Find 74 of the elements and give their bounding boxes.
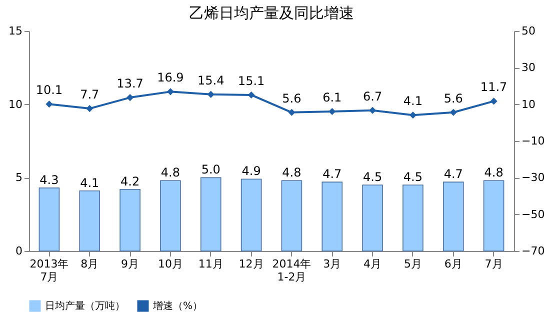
x-tick-label: 9月 <box>121 258 140 270</box>
bar <box>281 180 302 252</box>
data-label: 4.7 <box>444 167 463 182</box>
bar <box>160 180 181 252</box>
data-label: 4.3 <box>40 172 59 187</box>
y-tick-label: 5 <box>16 171 22 184</box>
point <box>46 100 53 108</box>
point <box>409 112 416 119</box>
data-label: 13.7 <box>116 76 144 91</box>
data-label: 5.6 <box>444 91 463 106</box>
point <box>166 88 174 96</box>
bar <box>38 188 60 252</box>
y2-tick-label: 10 <box>522 98 536 111</box>
x-tick-label: 8月 <box>80 258 99 270</box>
bar <box>483 180 504 252</box>
data-label: 4.1 <box>80 176 100 190</box>
data-label: 5.6 <box>282 91 302 106</box>
x-tick-label: 7月 <box>484 258 503 270</box>
y-tick-label: 15 <box>8 24 22 38</box>
x-tick-label: 6月 <box>444 258 462 270</box>
x-tick-label: 12月 <box>238 258 264 270</box>
data-label: 5.0 <box>201 162 220 177</box>
bar <box>79 190 100 252</box>
data-label: 4.8 <box>484 166 504 180</box>
data-label: 7.7 <box>80 88 100 102</box>
point <box>328 108 336 116</box>
point <box>490 98 498 105</box>
data-label: 15.4 <box>198 73 224 88</box>
data-label: 4.8 <box>282 166 302 180</box>
y2-tick-label: −30 <box>522 171 545 184</box>
data-label: 6.1 <box>322 90 342 104</box>
y2-tick-label: −50 <box>522 208 545 221</box>
y2-tick-label: −10 <box>522 134 545 148</box>
point <box>369 106 376 114</box>
data-label: 4.1 <box>403 94 423 108</box>
point <box>126 94 134 102</box>
data-label: 4.5 <box>362 170 382 184</box>
x-tick-label: 2013年 7月 <box>30 258 69 284</box>
data-label: 11.7 <box>480 80 508 94</box>
legend-label: 日均产量（万吨） <box>45 300 125 312</box>
data-label: 10.1 <box>36 83 63 98</box>
bar <box>442 182 464 252</box>
bar <box>362 184 383 252</box>
x-tick-label: 3月 <box>323 258 342 270</box>
bar <box>200 177 222 252</box>
x-tick-label: 11月 <box>198 258 224 270</box>
data-label: 4.8 <box>160 166 180 180</box>
point <box>207 90 214 98</box>
point <box>86 105 94 112</box>
x-tick-label: 4月 <box>364 258 382 270</box>
y-tick-label: 10 <box>8 98 22 111</box>
point <box>248 91 255 99</box>
point <box>450 108 457 116</box>
bar <box>322 182 343 252</box>
data-label: 4.5 <box>403 170 423 184</box>
data-label: 6.7 <box>362 89 382 104</box>
data-label: 4.7 <box>322 167 342 182</box>
data-label: 16.9 <box>157 70 184 85</box>
data-label: 4.9 <box>242 164 261 178</box>
data-label: 15.1 <box>238 74 265 88</box>
y-tick-label: 0 <box>16 244 22 258</box>
bar <box>240 178 262 252</box>
y2-tick-label: 30 <box>522 61 536 74</box>
bar <box>402 184 424 252</box>
y2-tick-label: 50 <box>522 24 536 38</box>
x-tick-label: 5月 <box>404 258 422 270</box>
x-tick-label: 10月 <box>158 258 183 270</box>
point <box>288 108 296 116</box>
y2-tick-label: −70 <box>522 244 545 258</box>
bar <box>120 189 140 252</box>
legend-label: 增速（%） <box>152 300 203 312</box>
data-label: 4.2 <box>120 174 140 188</box>
x-tick-label: 2014年 1-2月 <box>272 258 312 284</box>
chart-title: 乙烯日均产量及同比增速 <box>189 4 354 22</box>
